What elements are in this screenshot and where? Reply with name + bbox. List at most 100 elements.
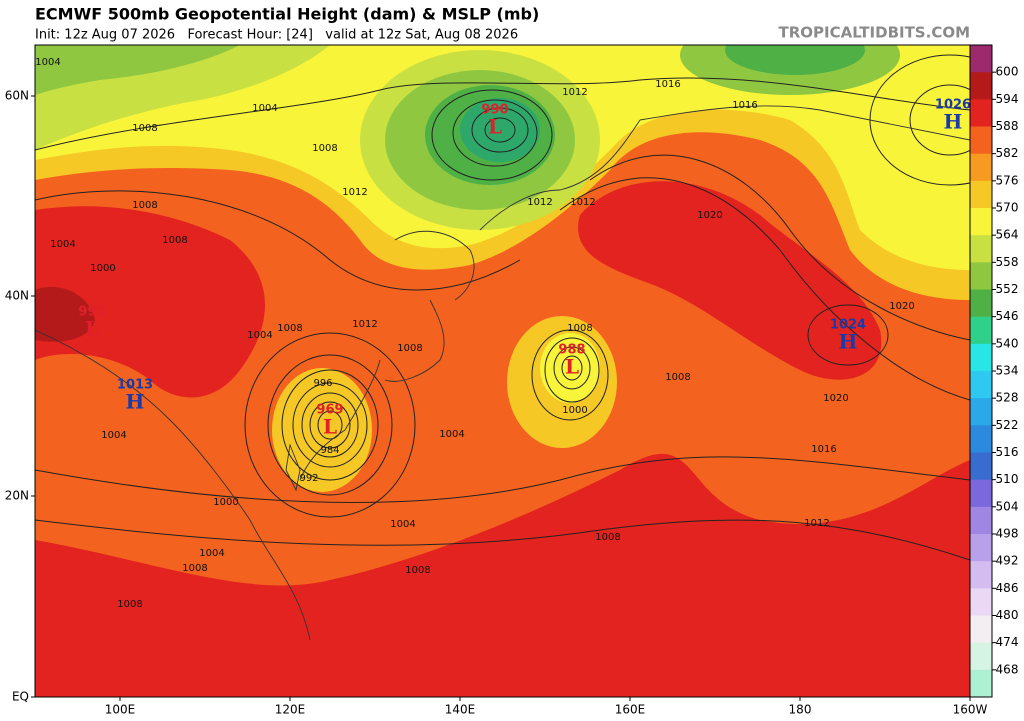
isobar-label: 1008 (162, 235, 187, 246)
isobar-label: 1008 (595, 532, 620, 543)
isobar-label: 1008 (132, 200, 157, 211)
isobar-label: 1008 (117, 599, 142, 610)
isobar-label: 1004 (35, 57, 60, 68)
colorbar-bin (970, 99, 992, 127)
isobar-label: 1000 (90, 263, 115, 274)
isobar-label: 1012 (527, 197, 552, 208)
colorbar-label: 468 (996, 662, 1019, 676)
field (540, 333, 600, 403)
isobar-label: 1008 (182, 563, 207, 574)
center-value: 1024 (830, 318, 866, 333)
isobar-label: 1012 (804, 518, 829, 529)
field (35, 45, 240, 95)
colorbar-bin (970, 398, 992, 426)
isobar-label: 1008 (132, 123, 157, 134)
isobar-label: 1004 (50, 239, 75, 250)
colorbar-bin (970, 371, 992, 399)
colorbar-label: 588 (996, 119, 1019, 133)
colorbar-label: 504 (996, 499, 1019, 513)
colorbar-bin (970, 669, 992, 698)
map: 1004 1008 1004 1008 1012 1008 1008 1004 1000 1008… (35, 45, 970, 697)
colorbar-label: 498 (996, 527, 1019, 541)
colorbar-label: 570 (996, 201, 1019, 215)
center-symbol: H (126, 390, 145, 414)
colorbar-label: 480 (996, 608, 1019, 622)
colorbar-label: 540 (996, 336, 1019, 350)
lat-label: EQ (12, 690, 29, 704)
colorbar-label: 546 (996, 309, 1019, 323)
colorbar-label: 600 (996, 65, 1019, 79)
colorbar-bin (970, 425, 992, 453)
isobar-labels: 1004 1008 1004 1008 1012 1008 1008 1004 1000 1008… (35, 57, 914, 610)
colorbar-bin (970, 180, 992, 209)
colorbar-bin (970, 343, 992, 372)
colorbar-bin (970, 452, 992, 481)
isobar-label: 992 (299, 473, 318, 484)
center-symbol: H (839, 330, 858, 354)
colorbar-label: 522 (996, 418, 1019, 432)
isobar-label: 1020 (823, 393, 848, 404)
lat-label: 20N (5, 489, 29, 503)
colorbar-bin (970, 561, 992, 589)
colorbar-bin (970, 72, 992, 100)
lon-label: 120E (275, 703, 306, 717)
isobar-label: 1000 (213, 497, 238, 508)
isobar-label: 1012 (342, 187, 367, 198)
colorbar-label: 564 (996, 228, 1019, 242)
isobar-label: 1012 (352, 319, 377, 330)
colorbar-bin (970, 479, 992, 508)
field (35, 453, 970, 697)
isobar-label: 1004 (252, 103, 277, 114)
isobar-label: 1004 (101, 430, 126, 441)
colorbar-label: 576 (996, 173, 1019, 187)
isobar-label: 984 (320, 445, 339, 456)
colorbar-label: 558 (996, 255, 1019, 269)
isobar-label: 1008 (405, 565, 430, 576)
isobar-label: 1008 (397, 343, 422, 354)
title: ECMWF 500mb Geopotential Height (dam) & … (35, 5, 539, 24)
lon-label: 100E (105, 703, 136, 717)
center-value: 995 (78, 305, 105, 320)
field (725, 45, 865, 75)
field (35, 206, 265, 398)
center-value: 1013 (117, 378, 153, 393)
lon-label: 160W (953, 703, 988, 717)
colorbar-bin (970, 316, 992, 345)
isobar-label: 996 (313, 378, 332, 389)
lon-label: 160E (615, 703, 646, 717)
isobar-label: 1020 (697, 210, 722, 221)
center-symbol: H (944, 110, 963, 134)
center-value: 969 (316, 403, 343, 418)
colorbar-frame (969, 44, 993, 698)
center-symbol: L (565, 355, 579, 379)
axes: 60N 40N 20N EQ 100E 120E 140E 160E 180 160W (5, 89, 988, 717)
colorbar-label: 528 (996, 391, 1019, 405)
center-value: 990 (481, 103, 508, 118)
isobar-label: 1016 (655, 79, 680, 90)
lon-label: 140E (445, 703, 476, 717)
isobar-label: 1008 (277, 323, 302, 334)
isobar-label: 1004 (247, 330, 272, 341)
colorbar-bin (970, 45, 992, 73)
colorbar-label: 582 (996, 146, 1019, 160)
isobar-label: 1004 (390, 519, 415, 530)
isobar-label: 1012 (562, 87, 587, 98)
isobar-label: 1008 (665, 372, 690, 383)
colorbar-bin (970, 208, 992, 236)
colorbar-label: 492 (996, 554, 1019, 568)
lat-label: 60N (5, 89, 29, 103)
center-symbol: L (85, 317, 99, 341)
isobar-label: 1004 (199, 548, 224, 559)
isobar-label: 1012 (570, 197, 595, 208)
colorbar: 600 594 588 582 576 570 564 558 552 546 540 534 528 5… (969, 44, 1019, 698)
colorbar-bin (970, 289, 992, 318)
colorbar-label: 474 (996, 635, 1019, 649)
colorbar-bin (970, 126, 992, 155)
isobar-label: 1008 (567, 323, 592, 334)
isobar-label: 1016 (811, 444, 836, 455)
colorbar-label: 594 (996, 92, 1019, 106)
lat-label: 40N (5, 289, 29, 303)
isobar-label: 1016 (732, 100, 757, 111)
